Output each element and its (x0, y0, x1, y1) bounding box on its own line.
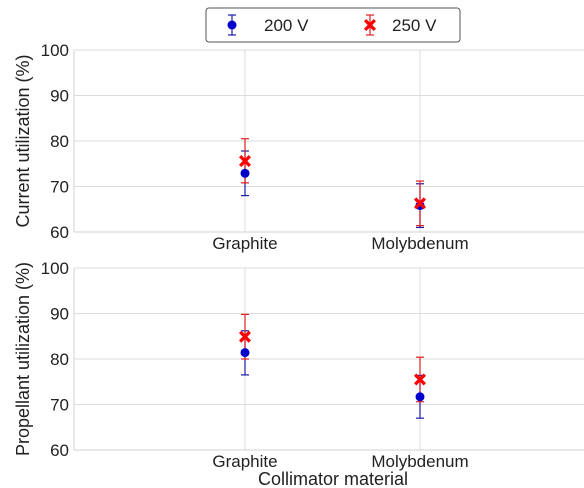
point-200-v-molybdenum (415, 392, 425, 402)
y-tick-label: 70 (50, 178, 69, 197)
point-250-v-graphite (239, 155, 251, 168)
y-tick-label: 60 (50, 223, 69, 242)
legend-label-250-v: 250 V (392, 16, 437, 35)
x-axis-title: Collimator material (258, 469, 408, 488)
legend-frame (205, 7, 461, 43)
legend-item-250-v: 250 V (364, 14, 437, 36)
legend-marker-250-v (364, 19, 376, 31)
legend-item-200-v: 200 V (227, 14, 309, 36)
legend: 200 V 250 V (205, 7, 461, 43)
propellant-utilization-panel: 60 70 80 90 100 Graphite Molybdenum Propellant … (13, 259, 584, 488)
y-tick-label: 70 (50, 396, 69, 415)
y-tick-label: 100 (41, 41, 69, 60)
current-utilization-panel: 60 70 80 90 100 Graphite Molybdenum Current uti… (13, 41, 584, 253)
x-tick-label-graphite: Graphite (212, 234, 277, 253)
gridlines (74, 267, 584, 451)
y-tick-label: 80 (50, 350, 69, 369)
x-tick-label-molybdenum: Molybdenum (371, 452, 468, 471)
y-tick-label: 90 (50, 305, 69, 324)
y-tick-label: 60 (50, 441, 69, 460)
data-series (239, 138, 426, 229)
x-tick-label-graphite: Graphite (212, 452, 277, 471)
point-250-v-molybdenum (414, 197, 426, 210)
point-250-v-molybdenum (414, 373, 426, 386)
point-200-v-graphite (240, 348, 250, 358)
data-series (239, 313, 426, 419)
y-axis-title: Propellant utilization (%) (13, 262, 33, 456)
gridlines (74, 49, 584, 233)
x-tick-label-molybdenum: Molybdenum (371, 234, 468, 253)
y-tick-label: 100 (41, 259, 69, 278)
y-tick-label: 90 (50, 87, 69, 106)
legend-marker-200-v (227, 20, 237, 30)
point-250-v-graphite (239, 330, 251, 343)
point-200-v-graphite (240, 168, 250, 178)
y-tick-label: 80 (50, 132, 69, 151)
y-axis-title: Current utilization (%) (13, 54, 33, 227)
legend-label-200-v: 200 V (264, 16, 309, 35)
